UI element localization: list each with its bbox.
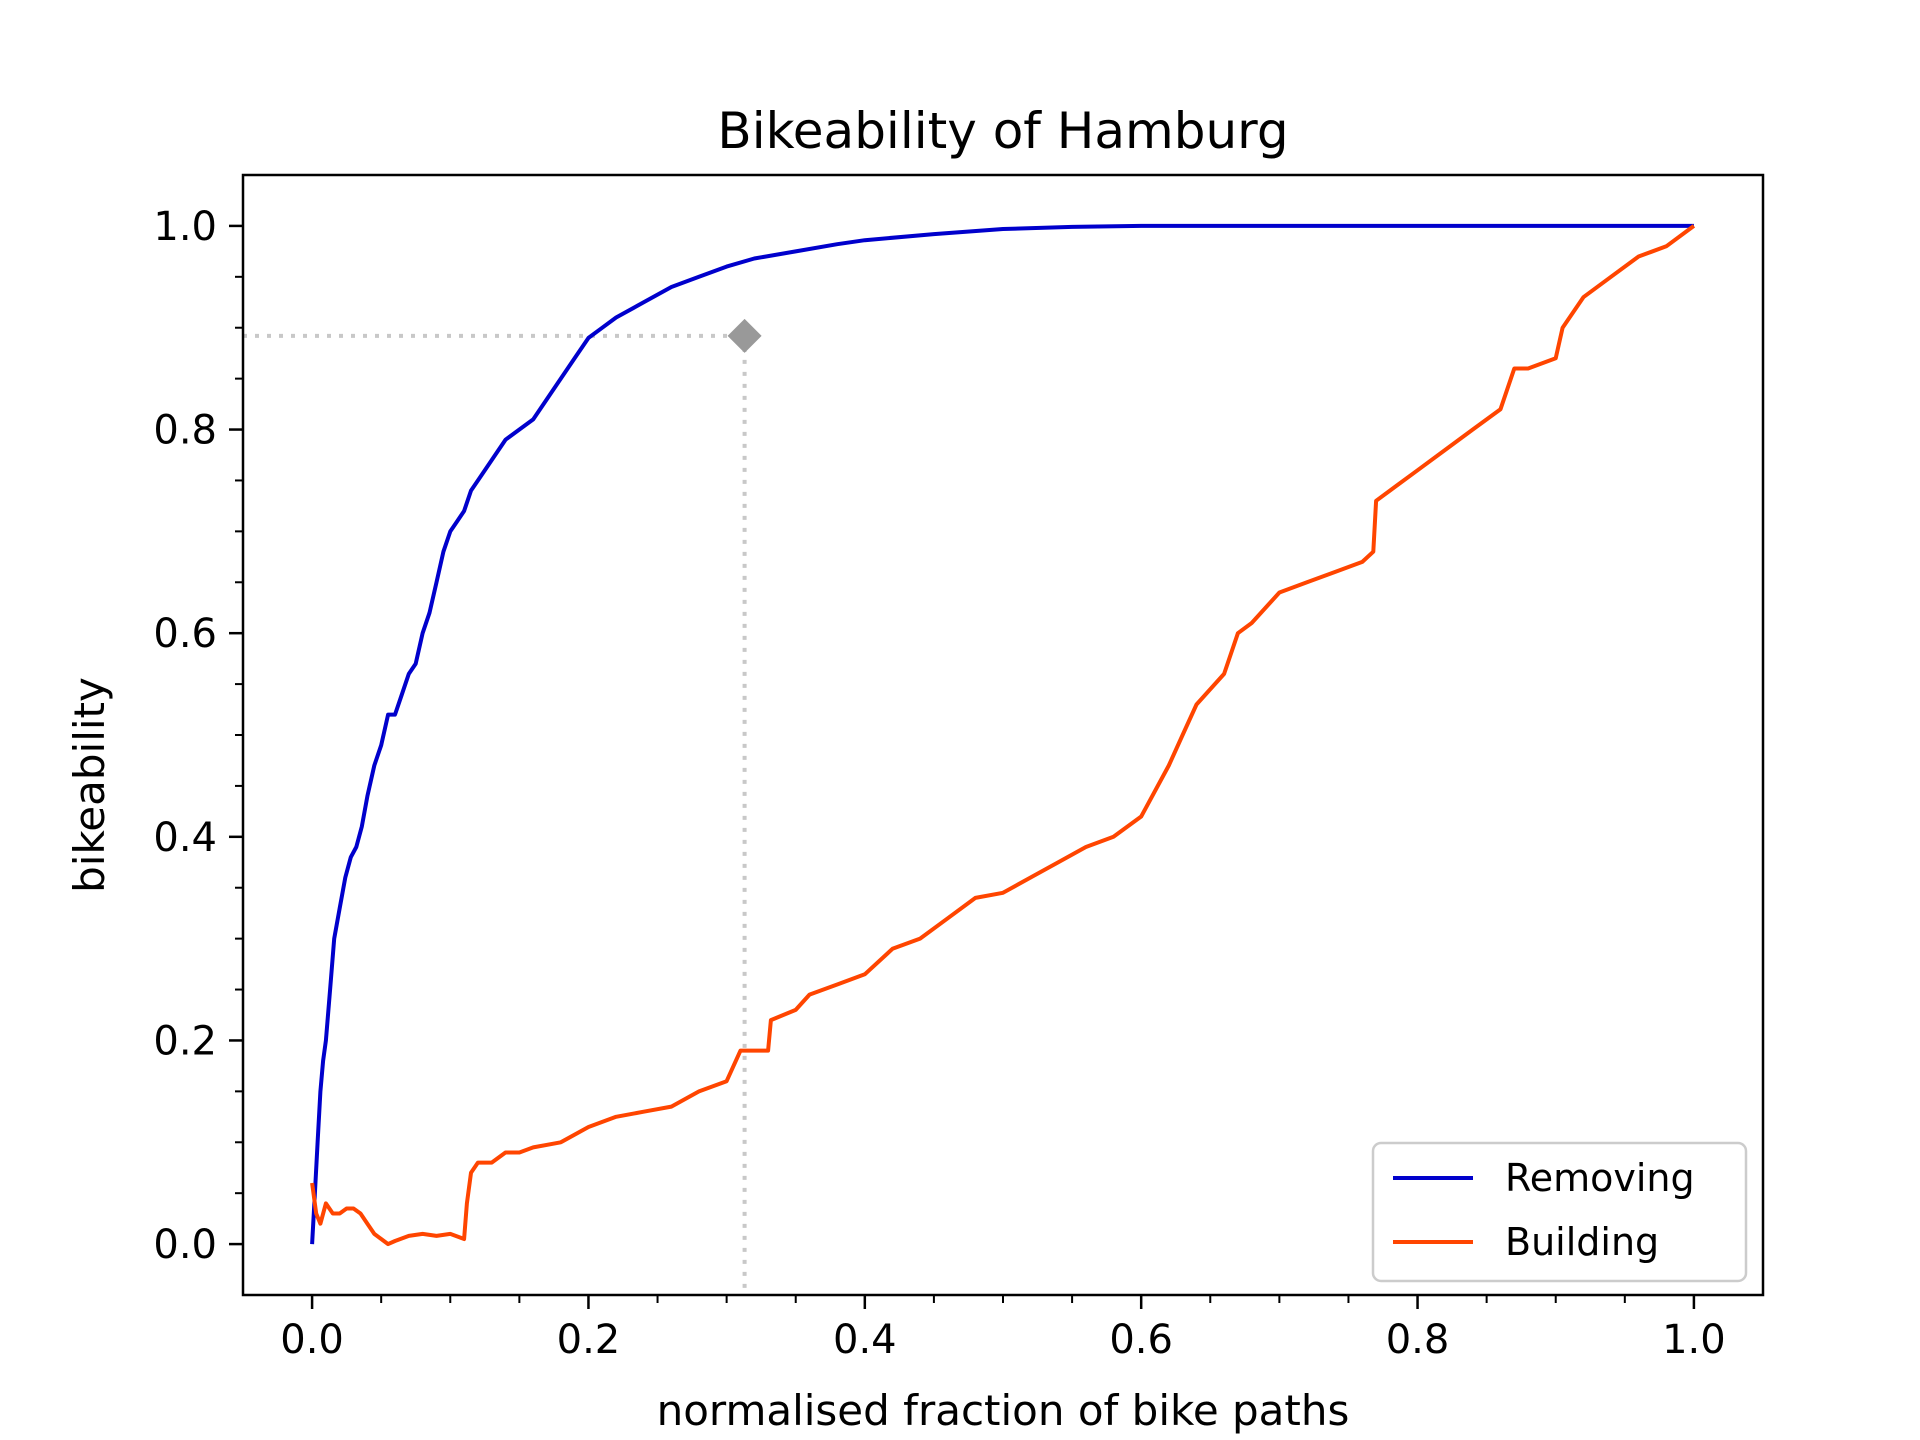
y-axis-label: bikeability — [65, 677, 114, 893]
series-line-removing — [310, 223, 1694, 1245]
x-axis-label: normalised fraction of bike paths — [657, 1386, 1350, 1435]
legend: Removing Building — [1371, 1141, 1748, 1283]
y-tick-label: 0.2 — [153, 1018, 217, 1064]
annotation-guides — [243, 333, 747, 1295]
x-tick-label: 0.2 — [557, 1317, 621, 1363]
legend-label-removing: Removing — [1505, 1156, 1695, 1200]
legend-label-building: Building — [1505, 1220, 1659, 1264]
y-tick-label: 0.8 — [153, 408, 217, 454]
y-tick-label: 0.0 — [153, 1222, 217, 1268]
axis-ticks: 0.0 0.2 0.4 0.6 0.8 1.0 0.0 0.2 0.4 0.6 0.8 1.0 — [153, 204, 1725, 1363]
x-tick-label: 1.0 — [1662, 1317, 1726, 1363]
y-tick-label: 0.6 — [153, 611, 217, 657]
x-tick-label: 0.4 — [833, 1317, 897, 1363]
x-tick-label: 0.8 — [1386, 1317, 1450, 1363]
series-layer — [310, 223, 1696, 1247]
y-tick-label: 0.4 — [153, 815, 217, 861]
series-line-building — [310, 224, 1696, 1247]
chart-title: Bikeability of Hamburg — [717, 102, 1288, 160]
y-tick-label: 1.0 — [153, 204, 217, 250]
plot-frame — [241, 173, 1765, 1297]
annotation-marker — [727, 318, 762, 353]
x-tick-label: 0.0 — [280, 1317, 344, 1363]
x-tick-label: 0.6 — [1109, 1317, 1173, 1363]
